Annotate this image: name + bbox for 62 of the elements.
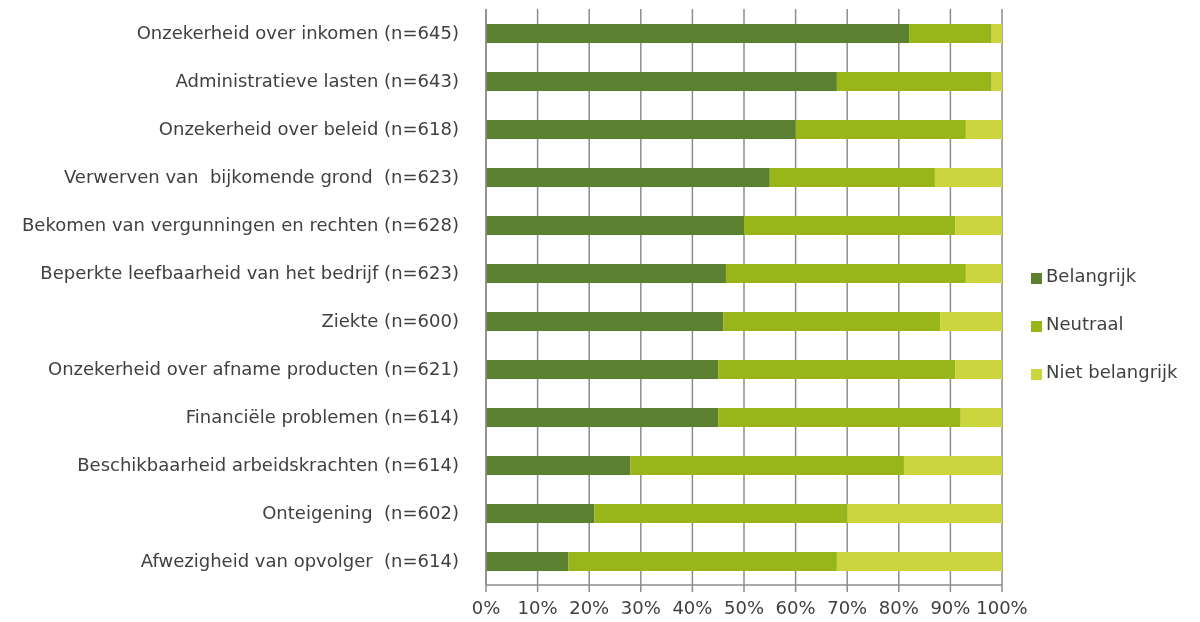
bar [486, 24, 910, 43]
bar [486, 120, 796, 139]
bar [718, 360, 956, 379]
bar [836, 72, 992, 91]
y-tick-label: Financiële problemen (n=614) [185, 406, 459, 427]
x-tick-label: 70% [827, 596, 868, 618]
bar [486, 216, 744, 235]
bar [486, 408, 719, 427]
y-tick-label: Afwezigheid van opvolger (n=614) [140, 550, 459, 571]
x-tick-label: 50% [723, 596, 765, 618]
x-tick-label: 80% [878, 596, 919, 618]
y-tick-label: Onzekerheid over beleid (n=618) [158, 118, 459, 139]
legend-label: Niet belangrijk [1046, 361, 1178, 382]
bar [486, 552, 569, 571]
bar [725, 264, 966, 283]
bar [486, 72, 837, 91]
x-tick-label: 60% [775, 596, 816, 618]
bar [909, 24, 992, 43]
bar [630, 456, 904, 475]
y-tick-label: Beperkte leefbaarheid van het bedrijf (n=623) [40, 262, 459, 283]
y-tick-label: Onzekerheid over inkomen (n=645) [136, 22, 459, 43]
bar [955, 360, 1002, 379]
bar [940, 312, 1002, 331]
legend-label: Belangrijk [1046, 265, 1137, 286]
legend-label: Neutraal [1046, 313, 1124, 334]
y-tick-label: Beschikbaarheid arbeidskrachten (n=614) [77, 454, 459, 475]
x-tick-label: 90% [930, 596, 971, 618]
bar [594, 504, 848, 523]
y-tick-label: Onzekerheid over afname producten (n=621) [48, 358, 459, 379]
bar [744, 216, 956, 235]
bar [769, 168, 935, 187]
x-tick-label: 10% [517, 596, 558, 618]
bar [486, 456, 631, 475]
bar [486, 504, 595, 523]
bar [795, 120, 966, 139]
bar [965, 264, 1002, 283]
bar [486, 312, 724, 331]
y-tick-label: Ziekte (n=600) [321, 310, 459, 331]
bar [486, 360, 719, 379]
bar [486, 168, 770, 187]
y-tick-label: Onteigening (n=602) [262, 502, 459, 523]
bar [903, 456, 1002, 475]
bar [718, 408, 961, 427]
y-tick-label: Verwerven van bijkomende grond (n=623) [63, 166, 459, 187]
x-tick-label: 0% [471, 596, 501, 618]
bar [965, 120, 1002, 139]
y-tick-label: Bekomen van vergunningen en rechten (n=628) [21, 214, 459, 235]
bar [847, 504, 1002, 523]
bar [836, 552, 1002, 571]
x-tick-label: 30% [620, 596, 661, 618]
bar [486, 264, 726, 283]
bar [960, 408, 1002, 427]
bar [568, 552, 837, 571]
bar [723, 312, 941, 331]
bar [955, 216, 1002, 235]
x-tick-label: 100% [976, 596, 1028, 618]
bar [934, 168, 1002, 187]
bar [991, 24, 1002, 43]
y-tick-label: Administratieve lasten (n=643) [175, 70, 459, 91]
x-tick-label: 20% [569, 596, 610, 618]
x-tick-label: 40% [672, 596, 713, 618]
bar [991, 72, 1002, 91]
